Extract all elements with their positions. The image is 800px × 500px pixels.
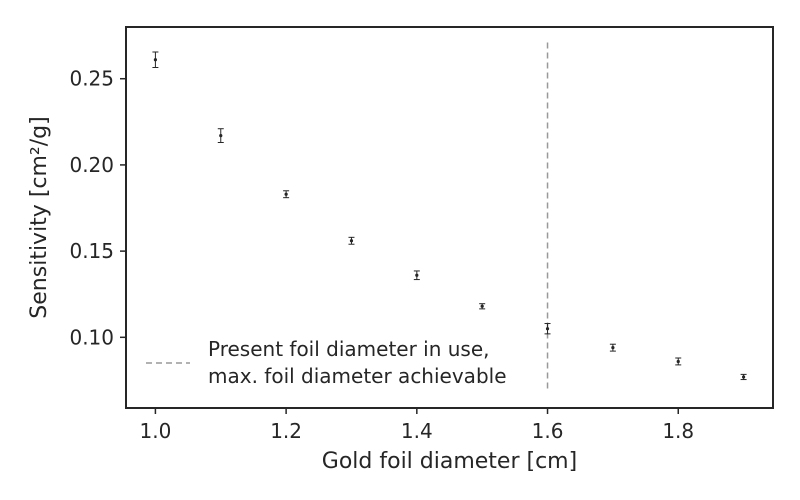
data-point bbox=[152, 51, 159, 69]
x-tick-label: 1.4 bbox=[401, 419, 433, 443]
x-tick-label: 1.2 bbox=[270, 419, 302, 443]
data-point bbox=[413, 270, 420, 281]
point-marker bbox=[219, 134, 223, 138]
data-point bbox=[348, 236, 355, 245]
data-point bbox=[740, 373, 747, 381]
y-tick-label: 0.20 bbox=[69, 153, 114, 177]
legend-label-line-2: max. foil diameter achievable bbox=[208, 364, 507, 388]
plot-frame bbox=[125, 26, 774, 409]
x-axis-ticks: 1.0 1.2 1.4 1.6 1.8 bbox=[140, 408, 694, 443]
point-marker bbox=[415, 273, 419, 277]
data-point bbox=[675, 357, 682, 366]
point-marker bbox=[545, 327, 550, 331]
point-marker bbox=[741, 375, 746, 379]
data-point bbox=[283, 190, 290, 199]
point-marker bbox=[480, 304, 484, 308]
x-tick-label: 1.8 bbox=[662, 419, 694, 443]
data-point bbox=[609, 343, 616, 352]
legend: Present foil diameter in use, max. foil … bbox=[146, 337, 507, 388]
data-point bbox=[544, 323, 551, 335]
data-point bbox=[479, 303, 486, 310]
x-axis-label: Gold foil diameter [cm] bbox=[322, 449, 577, 474]
y-axis-ticks: 0.10 0.15 0.20 0.25 bbox=[69, 67, 126, 349]
point-marker bbox=[284, 192, 288, 196]
y-axis-label: Sensitivity [cm²/g] bbox=[27, 116, 52, 318]
point-marker bbox=[611, 346, 615, 350]
y-tick-label: 0.10 bbox=[69, 325, 114, 349]
data-point bbox=[217, 128, 224, 144]
x-tick-label: 1.6 bbox=[532, 419, 564, 443]
legend-label-line-1: Present foil diameter in use, bbox=[208, 337, 490, 361]
y-tick-label: 0.25 bbox=[69, 67, 114, 91]
x-tick-label: 1.0 bbox=[140, 419, 172, 443]
point-marker bbox=[676, 359, 680, 364]
point-marker bbox=[349, 239, 354, 243]
data-points bbox=[152, 51, 747, 381]
y-tick-label: 0.15 bbox=[69, 239, 114, 263]
point-marker bbox=[153, 58, 158, 62]
